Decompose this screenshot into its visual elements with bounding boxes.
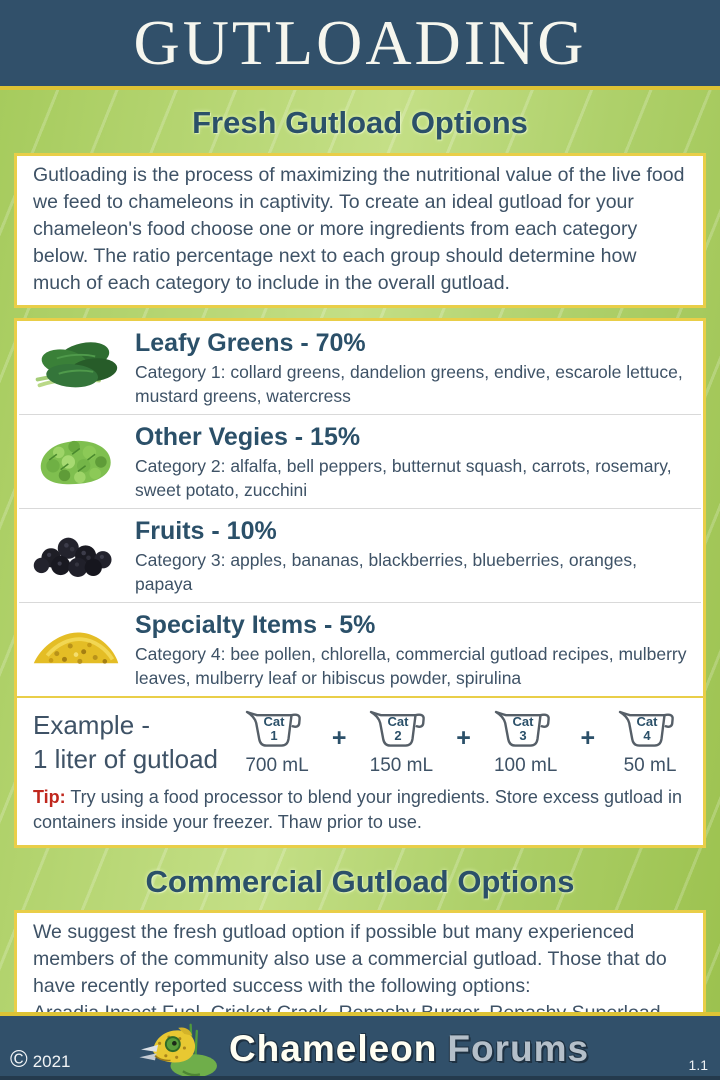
cup-cat-word: Cat — [637, 714, 659, 729]
measuring-cup-cat3: Cat 3 100 mL — [487, 708, 565, 777]
commercial-panel: We suggest the fresh gutload option if p… — [14, 910, 706, 1012]
brand-forums: Forums — [447, 1027, 590, 1069]
plus-sign: + — [331, 724, 347, 752]
category-text-leafy-greens: Leafy Greens - 70% Category 1: collard g… — [135, 329, 689, 408]
measuring-cup-icon: Cat 3 — [494, 710, 550, 747]
row-divider — [19, 508, 701, 509]
cup-cat-number: 1 — [270, 728, 277, 743]
tip-label: Tip: — [33, 787, 66, 807]
category-items: Category 3: apples, bananas, blackberrie… — [135, 550, 637, 594]
brand-logo: Chameleon Forums — [131, 1017, 589, 1079]
category-items: Category 1: collard greens, dandelion gr… — [135, 362, 683, 406]
masthead: GUTLOADING — [0, 0, 720, 90]
cup-amount: 50 mL — [623, 755, 677, 776]
tip-text: Try using a food processor to blend your… — [33, 787, 683, 832]
blackberries-icon — [33, 537, 112, 577]
example-row: Example - 1 liter of gutload Cat 1 700 m… — [17, 698, 703, 779]
collard-greens-photo — [17, 329, 135, 399]
cup-amount: 150 mL — [369, 755, 434, 776]
commercial-products: Arcadia Insect Fuel, Cricket Crack, Repa… — [33, 1002, 666, 1012]
category-row-leafy-greens: Leafy Greens - 70% Category 1: collard g… — [17, 321, 703, 414]
tip-row: Tip: Try using a food processor to blend… — [17, 779, 703, 845]
category-items: Category 4: bee pollen, chlorella, comme… — [135, 644, 687, 688]
measuring-cup-cat1: Cat 1 700 mL — [238, 708, 316, 777]
cup-cat-word: Cat — [264, 714, 286, 729]
intro-text: Gutloading is the process of maximizing … — [33, 164, 685, 294]
page-title: GUTLOADING — [133, 7, 587, 78]
cup-cat-word: Cat — [388, 714, 410, 729]
category-name: Leafy Greens - 70% — [135, 329, 366, 357]
row-divider — [19, 602, 701, 603]
category-row-specialty-items: Specialty Items - 5% Category 4: bee pol… — [17, 603, 703, 696]
category-text-specialty-items: Specialty Items - 5% Category 4: bee pol… — [135, 611, 689, 690]
category-text-fruits: Fruits - 10% Category 3: apples, bananas… — [135, 517, 689, 596]
measuring-cup-icon: Cat 2 — [370, 710, 426, 747]
copyright-icon: © — [10, 1046, 28, 1073]
cup-cat-number: 3 — [519, 728, 526, 743]
fresh-section-title: Fresh Gutload Options — [192, 105, 528, 140]
cup-amount: 100 mL — [493, 755, 558, 776]
cup-cat-word: Cat — [512, 714, 534, 729]
commercial-section-title: Commercial Gutload Options — [145, 864, 575, 899]
example-label: Example - 1 liter of gutload — [33, 706, 238, 776]
cup-cat-number: 4 — [643, 728, 651, 743]
category-name: Other Vegies - 15% — [135, 423, 361, 451]
gold-divider — [17, 696, 703, 698]
category-text-other-vegies: Other Vegies - 15% Category 2: alfalfa, … — [135, 423, 689, 502]
cup-amount: 700 mL — [245, 755, 309, 776]
category-name: Fruits - 10% — [135, 517, 277, 545]
plus-sign: + — [580, 724, 596, 752]
blackberries-photo — [17, 517, 135, 581]
version-label: 1.1 — [688, 1057, 708, 1073]
categories-panel: Leafy Greens - 70% Category 1: collard g… — [14, 318, 706, 848]
brand-text: Chameleon Forums — [229, 1030, 589, 1067]
alfalfa-icon — [40, 440, 111, 485]
category-items: Category 2: alfalfa, bell peppers, butte… — [135, 456, 672, 500]
leafy-greens-icon — [35, 342, 118, 388]
category-name: Specialty Items - 5% — [135, 611, 376, 639]
plus-sign: + — [456, 724, 471, 752]
footer: Chameleon Forums © 2021 1.1 — [0, 1012, 720, 1080]
category-row-fruits: Fruits - 10% Category 3: apples, bananas… — [17, 509, 703, 602]
copyright: © 2021 — [10, 1048, 71, 1072]
copyright-year: 2021 — [32, 1052, 71, 1072]
example-label-line1: Example - — [33, 710, 151, 740]
measuring-cup-cat2: Cat 2 150 mL — [362, 708, 440, 777]
chameleon-mascot-icon — [139, 1023, 217, 1078]
brand-chameleon: Chameleon — [228, 1027, 438, 1069]
leaf-background: Fresh Gutload Options Gutloading is the … — [0, 90, 720, 1012]
bee-pollen-photo — [17, 611, 135, 671]
commercial-body: We suggest the fresh gutload option if p… — [33, 921, 667, 997]
alfalfa-sprouts-photo — [17, 423, 135, 491]
measuring-cup-cat4: Cat 4 50 mL — [611, 708, 689, 777]
measuring-cups-row: Cat 1 700 mL + Cat 2 150 mL + — [238, 706, 689, 777]
intro-panel: Gutloading is the process of maximizing … — [14, 153, 706, 308]
measuring-cup-icon: Cat 1 — [245, 710, 301, 747]
example-label-line2: 1 liter of gutload — [33, 744, 219, 774]
row-divider — [19, 414, 701, 415]
commercial-text: We suggest the fresh gutload option if p… — [33, 919, 687, 1012]
category-row-other-vegies: Other Vegies - 15% Category 2: alfalfa, … — [17, 415, 703, 508]
cup-cat-number: 2 — [395, 728, 402, 743]
bee-pollen-icon — [33, 632, 119, 664]
measuring-cup-icon: Cat 4 — [618, 710, 674, 747]
